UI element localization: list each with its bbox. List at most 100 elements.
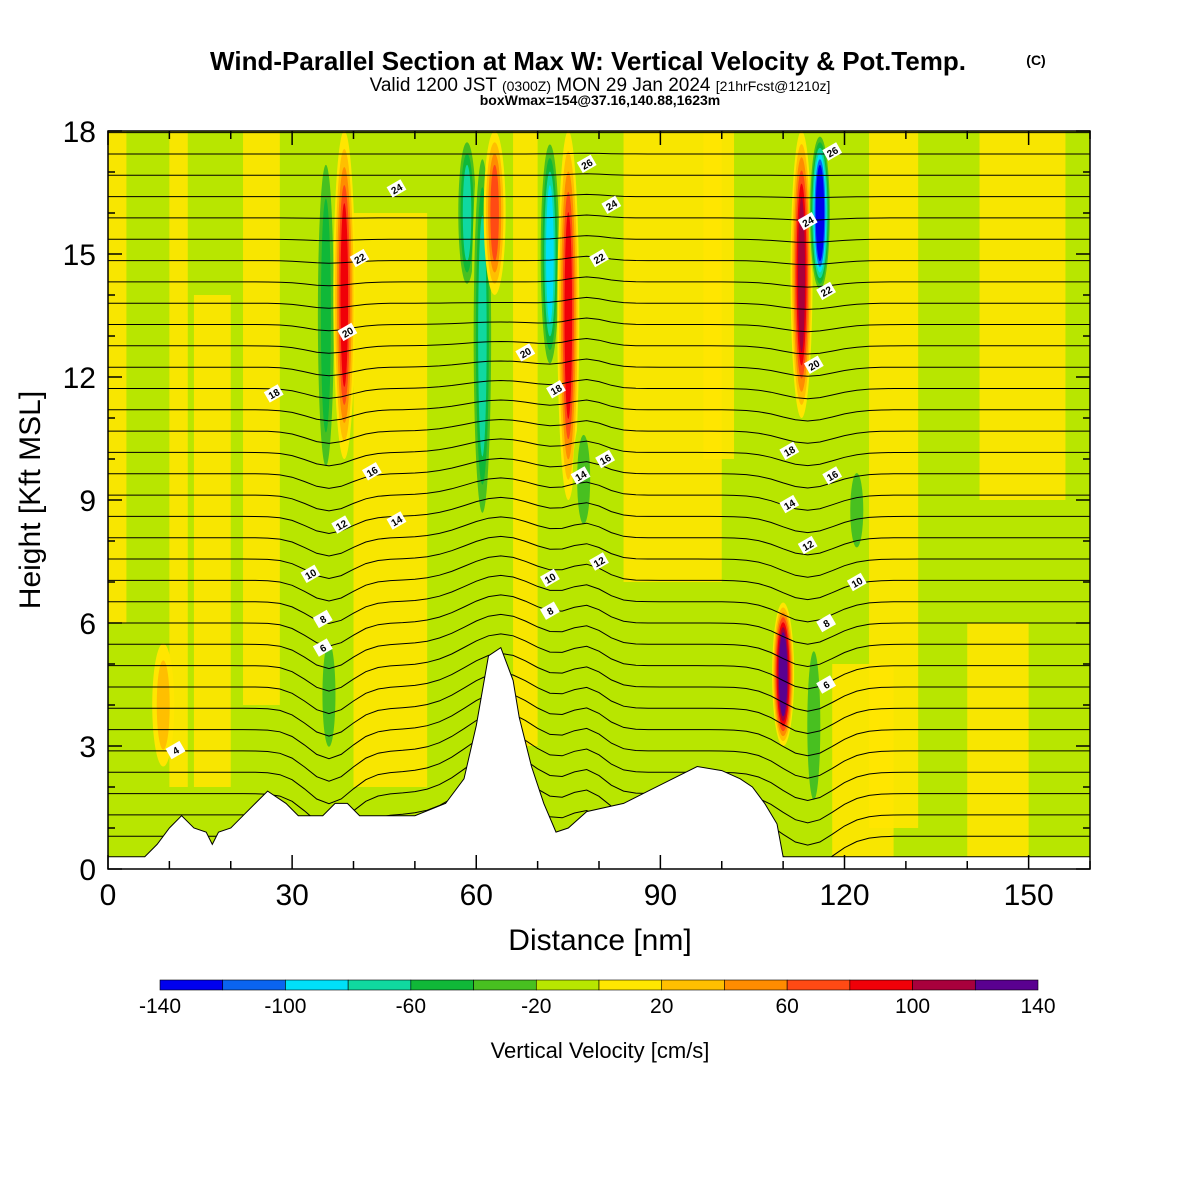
label-box — [601, 195, 622, 214]
weak-updraft-band — [967, 623, 1029, 857]
colorbar-label: Vertical Velocity [cm/s] — [491, 1038, 710, 1063]
label-box — [797, 535, 818, 555]
label-box — [539, 601, 560, 620]
theta-contour-label: 10 — [846, 572, 867, 592]
velocity-cell — [816, 170, 824, 256]
theta-contour-label: 8 — [539, 601, 560, 620]
colorbar-swatch — [535, 979, 600, 991]
theta-contour-line — [108, 276, 1090, 288]
theta-contour-label: 24 — [601, 195, 622, 214]
label-text: 20 — [341, 325, 357, 340]
velocity-cell — [320, 198, 331, 433]
label-text: 24 — [390, 182, 406, 197]
colorbar-swatch — [598, 979, 663, 991]
label-text: 18 — [549, 383, 565, 398]
theta-contour-line — [108, 296, 1090, 310]
velocity-cell — [798, 196, 806, 353]
colorbar-swatch — [661, 979, 725, 991]
theta-contour-line — [108, 594, 1090, 647]
theta-contour-line — [108, 193, 1090, 199]
colorbar-tick-label: -100 — [264, 995, 306, 1018]
label-box — [300, 564, 321, 583]
x-tick-label: 120 — [819, 879, 869, 912]
velocity-cell — [156, 660, 170, 750]
colorbar-swatch — [410, 979, 474, 991]
theta-contour-line — [108, 477, 1090, 512]
x-tick-label: 0 — [100, 879, 117, 912]
label-text: 14 — [782, 498, 798, 513]
theta-contour-line — [108, 457, 1090, 489]
theta-contour-label: 24 — [797, 212, 818, 231]
colorbar-tick-label: -20 — [521, 995, 551, 1018]
colorbar-tick-label: -60 — [396, 995, 426, 1018]
label-text: 16 — [825, 469, 841, 484]
theta-contour-label: 18 — [263, 384, 284, 403]
label-box — [165, 740, 186, 760]
y-tick-label: 6 — [79, 608, 96, 641]
label-box — [361, 462, 382, 481]
theta-contour-line — [108, 711, 1090, 782]
theta-contour-line — [108, 214, 1090, 221]
label-box — [779, 494, 800, 514]
theta-contour-line — [108, 496, 1090, 535]
label-text: 12 — [334, 518, 350, 533]
theta-contour-line — [108, 652, 1090, 715]
y-tick-label: 9 — [79, 485, 96, 518]
valid-date: MON 29 Jan 2024 — [556, 75, 711, 96]
colorbar-tick-label: 60 — [775, 995, 798, 1018]
theta-contour-line — [108, 633, 1090, 692]
theta-contour-labels: 4 6 8 10 12 14 16 18 20 22 24 8 10 12 14 16 18 20 22 24 26 6 8… — [165, 142, 867, 760]
label-box — [570, 466, 591, 485]
velocity-cell — [850, 473, 864, 548]
label-text: 12 — [592, 555, 608, 570]
terrain-profile — [108, 646, 1090, 869]
velocity-cell — [546, 185, 554, 323]
colorbar-swatch — [849, 979, 913, 991]
label-text: 8 — [822, 618, 833, 631]
x-axis-label: Distance [nm] — [508, 924, 691, 957]
theta-contour-label: 14 — [386, 511, 407, 530]
velocity-cell — [322, 642, 336, 747]
label-text: 14 — [574, 469, 590, 484]
theta-contour-line — [108, 337, 1090, 355]
label-text: 22 — [819, 284, 835, 299]
x-tick-label: 90 — [644, 879, 677, 912]
label-box — [816, 613, 837, 633]
colorbar-swatch — [285, 979, 349, 991]
colorbar-swatch — [724, 979, 788, 991]
label-text: 20 — [807, 358, 823, 373]
label-box — [349, 248, 370, 268]
label-text: 6 — [318, 643, 329, 656]
theta-contour-label: 6 — [816, 675, 837, 694]
theta-contour-line — [108, 152, 1090, 155]
valid-time: Valid 1200 JST — [370, 75, 498, 96]
theta-contour-label: 20 — [515, 343, 536, 362]
label-text: 10 — [850, 576, 866, 591]
label-text: 8 — [318, 614, 329, 627]
colorbar-tick-label: -140 — [139, 995, 181, 1018]
label-box — [386, 179, 407, 198]
label-text: 12 — [801, 539, 817, 554]
label-box — [337, 322, 358, 342]
theta-contour-label: 20 — [337, 322, 358, 342]
forecast-run: [21hrFcst@1210z] — [716, 78, 831, 94]
label-box — [816, 281, 837, 301]
theta-contour-label: 26 — [576, 154, 597, 173]
label-text: 8 — [545, 606, 556, 619]
colorbar-swatch — [347, 979, 412, 991]
weak-updraft-band — [513, 131, 538, 746]
label-box — [822, 142, 843, 161]
y-tick-label: 12 — [63, 362, 96, 395]
y-tick-label: 0 — [79, 854, 96, 887]
label-text: 6 — [822, 679, 833, 692]
theta-contour-label: 16 — [595, 449, 616, 469]
colorbar-tick-label: 140 — [1020, 995, 1055, 1018]
colorbar-tick-label: 100 — [895, 995, 930, 1018]
theta-contour-label: 12 — [331, 515, 352, 534]
theta-contour-line — [108, 613, 1090, 670]
label-text: 20 — [518, 346, 534, 361]
theta-contour-label: 8 — [816, 613, 837, 633]
terrain — [108, 646, 1090, 869]
theta-contour-line — [108, 173, 1090, 176]
weak-updraft-band — [353, 213, 428, 787]
